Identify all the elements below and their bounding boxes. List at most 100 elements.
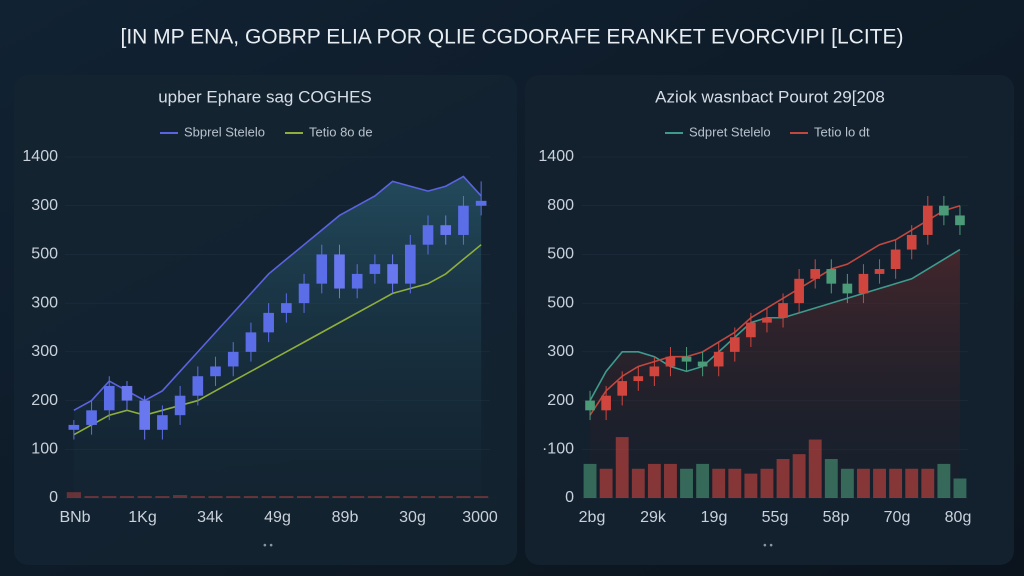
candle-body (633, 376, 644, 382)
y-tick-label: ·100 (542, 441, 574, 458)
candle-body (369, 264, 381, 274)
candle-body (157, 415, 168, 430)
volume-bar (953, 478, 967, 498)
y-tick-label: 300 (31, 294, 58, 311)
y-tick-label: 500 (31, 246, 58, 263)
candle-body (810, 269, 821, 279)
x-tick-label: 70g (884, 509, 911, 526)
volume-bar (420, 496, 436, 498)
legend-label: Sdpret Stelelo (689, 124, 771, 139)
candle-body (906, 234, 917, 250)
x-tick-label: 58p (823, 509, 850, 526)
candle-body (405, 244, 416, 284)
volume-bar (296, 496, 312, 498)
x-tick-label: 34k (197, 509, 224, 526)
candle-body (746, 322, 756, 338)
x-tick-label: 55g (762, 509, 789, 526)
volume-bar (776, 459, 790, 498)
candle-body (842, 283, 853, 294)
y-tick-label: 500 (547, 294, 574, 311)
volume-bar (631, 468, 645, 498)
volume-bar (367, 496, 382, 498)
candle-body (475, 200, 487, 206)
volume-bar (403, 496, 418, 498)
candle-body (227, 351, 239, 367)
volume-bar (792, 454, 806, 498)
y-tick-label: 200 (31, 392, 58, 409)
x-tick-label: 80g (945, 509, 972, 526)
volume-bar (474, 496, 489, 498)
volume-bar (857, 468, 870, 498)
candle-body (68, 424, 80, 430)
candle-body (86, 410, 97, 425)
volume-bar (332, 496, 347, 498)
candle-body (890, 249, 901, 270)
candle-body (458, 205, 469, 235)
candle-body (681, 356, 692, 362)
x-tick-label: 89b (332, 509, 359, 526)
volume-bar (647, 463, 661, 498)
candle-body (245, 332, 257, 352)
page-title: [IN MP ENA, GOBRP ELIA POR QLIE CGDORAFE… (120, 26, 903, 49)
candle-body (649, 366, 660, 377)
x-tick-label: 29k (640, 509, 667, 526)
candle-body (955, 215, 965, 226)
legend-label: Tetio lo dt (814, 124, 870, 139)
volume-bar (921, 468, 935, 498)
x-tick-label: 49g (264, 509, 291, 526)
y-tick-label: 300 (31, 197, 58, 214)
volume-bar (808, 439, 822, 498)
volume-bar (824, 459, 838, 498)
legend-label: Sbprel Stelelo (184, 124, 265, 139)
candle-body (422, 225, 434, 245)
volume-bar (84, 496, 99, 498)
chart-title: Aziok wasnbact Pourot 29[208 (655, 87, 885, 106)
volume-bar (190, 496, 205, 498)
volume-bar (696, 463, 710, 498)
x-tick-label: 30g (399, 509, 426, 526)
candle-body (762, 317, 772, 323)
volume-bar (137, 496, 152, 498)
pager-dots: • • (263, 541, 273, 552)
volume-bar (385, 496, 400, 498)
volume-bar (840, 468, 854, 498)
candle-body (939, 205, 949, 216)
candle-body (794, 278, 804, 304)
y-tick-label: 800 (547, 197, 574, 214)
candle-body (387, 264, 398, 284)
x-tick-label: 1Kg (128, 509, 156, 526)
volume-bar (243, 496, 259, 498)
candle-body (192, 376, 204, 396)
candle-body (263, 312, 274, 333)
candle-body (210, 366, 221, 377)
candle-body (713, 351, 724, 367)
candle-body (697, 361, 708, 367)
y-tick-label: 300 (31, 343, 58, 360)
volume-bar (438, 496, 453, 498)
x-tick-label: 19g (701, 509, 728, 526)
candle-body (103, 385, 115, 411)
volume-bar (261, 496, 276, 498)
candle-body (617, 381, 628, 396)
candle-body (121, 385, 133, 401)
candle-body (858, 273, 869, 294)
y-tick-label: 300 (547, 343, 574, 360)
volume-bar (615, 437, 629, 498)
x-tick-label: 2bg (579, 509, 606, 526)
x-tick-label: 3000 (462, 509, 498, 526)
volume-bar (664, 463, 677, 498)
volume-bar (66, 492, 81, 498)
volume-bar (937, 463, 951, 498)
candle-body (665, 356, 676, 367)
volume-bar (873, 468, 886, 498)
volume-bar (279, 496, 294, 498)
candle-body (298, 283, 310, 304)
line-area (590, 249, 960, 498)
volume-bar (889, 468, 903, 498)
volume-bar (119, 496, 135, 498)
volume-bar (728, 468, 742, 498)
pager-dots: • • (763, 541, 773, 552)
chart-title: upber Ephare sag COGHES (158, 87, 372, 106)
